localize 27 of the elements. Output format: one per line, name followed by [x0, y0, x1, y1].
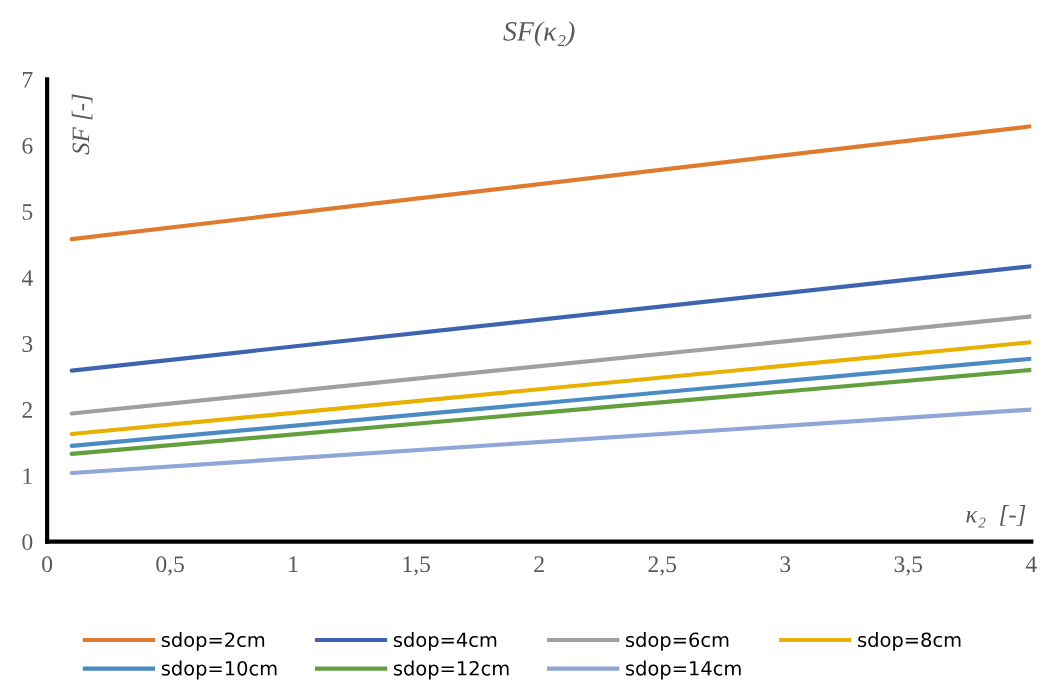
x-tick-label: 3,5 — [894, 556, 923, 576]
x-tick-label: 2 — [534, 556, 544, 572]
y-tick-label: 5 — [22, 204, 33, 220]
x-axis-title: κ₂ [-] — [966, 505, 1026, 528]
x-tick-label: 2,5 — [648, 556, 677, 576]
x-tick-label: 1 — [289, 556, 298, 572]
legend-label: sdop=12cm — [393, 660, 509, 680]
x-tick-label: 3 — [780, 556, 791, 573]
y-tick-label: 0 — [22, 534, 33, 551]
y-tick-label: 2 — [22, 402, 32, 418]
legend-label: sdop=6cm — [626, 632, 729, 651]
legend-label: sdop=10cm — [161, 660, 277, 680]
y-tick-label: 1 — [23, 468, 32, 484]
legend-label: sdop=2cm — [161, 632, 265, 651]
x-tick-label: 4 — [1025, 556, 1037, 572]
x-tick-label: 1,5 — [403, 556, 431, 576]
x-tick-label: 0 — [42, 556, 53, 573]
x-tick-label: 0,5 — [156, 556, 184, 576]
y-axis-title: SF [-] — [71, 94, 93, 155]
legend-label: sdop=14cm — [626, 660, 741, 680]
legend-label: sdop=8cm — [858, 632, 961, 651]
legend-label: sdop=4cm — [393, 632, 497, 651]
y-tick-label: 7 — [22, 72, 33, 88]
y-tick-label: 6 — [22, 137, 33, 154]
chart-title: SF(κ₂) — [503, 21, 575, 47]
y-tick-label: 3 — [22, 336, 33, 352]
y-tick-label: 4 — [21, 270, 33, 286]
